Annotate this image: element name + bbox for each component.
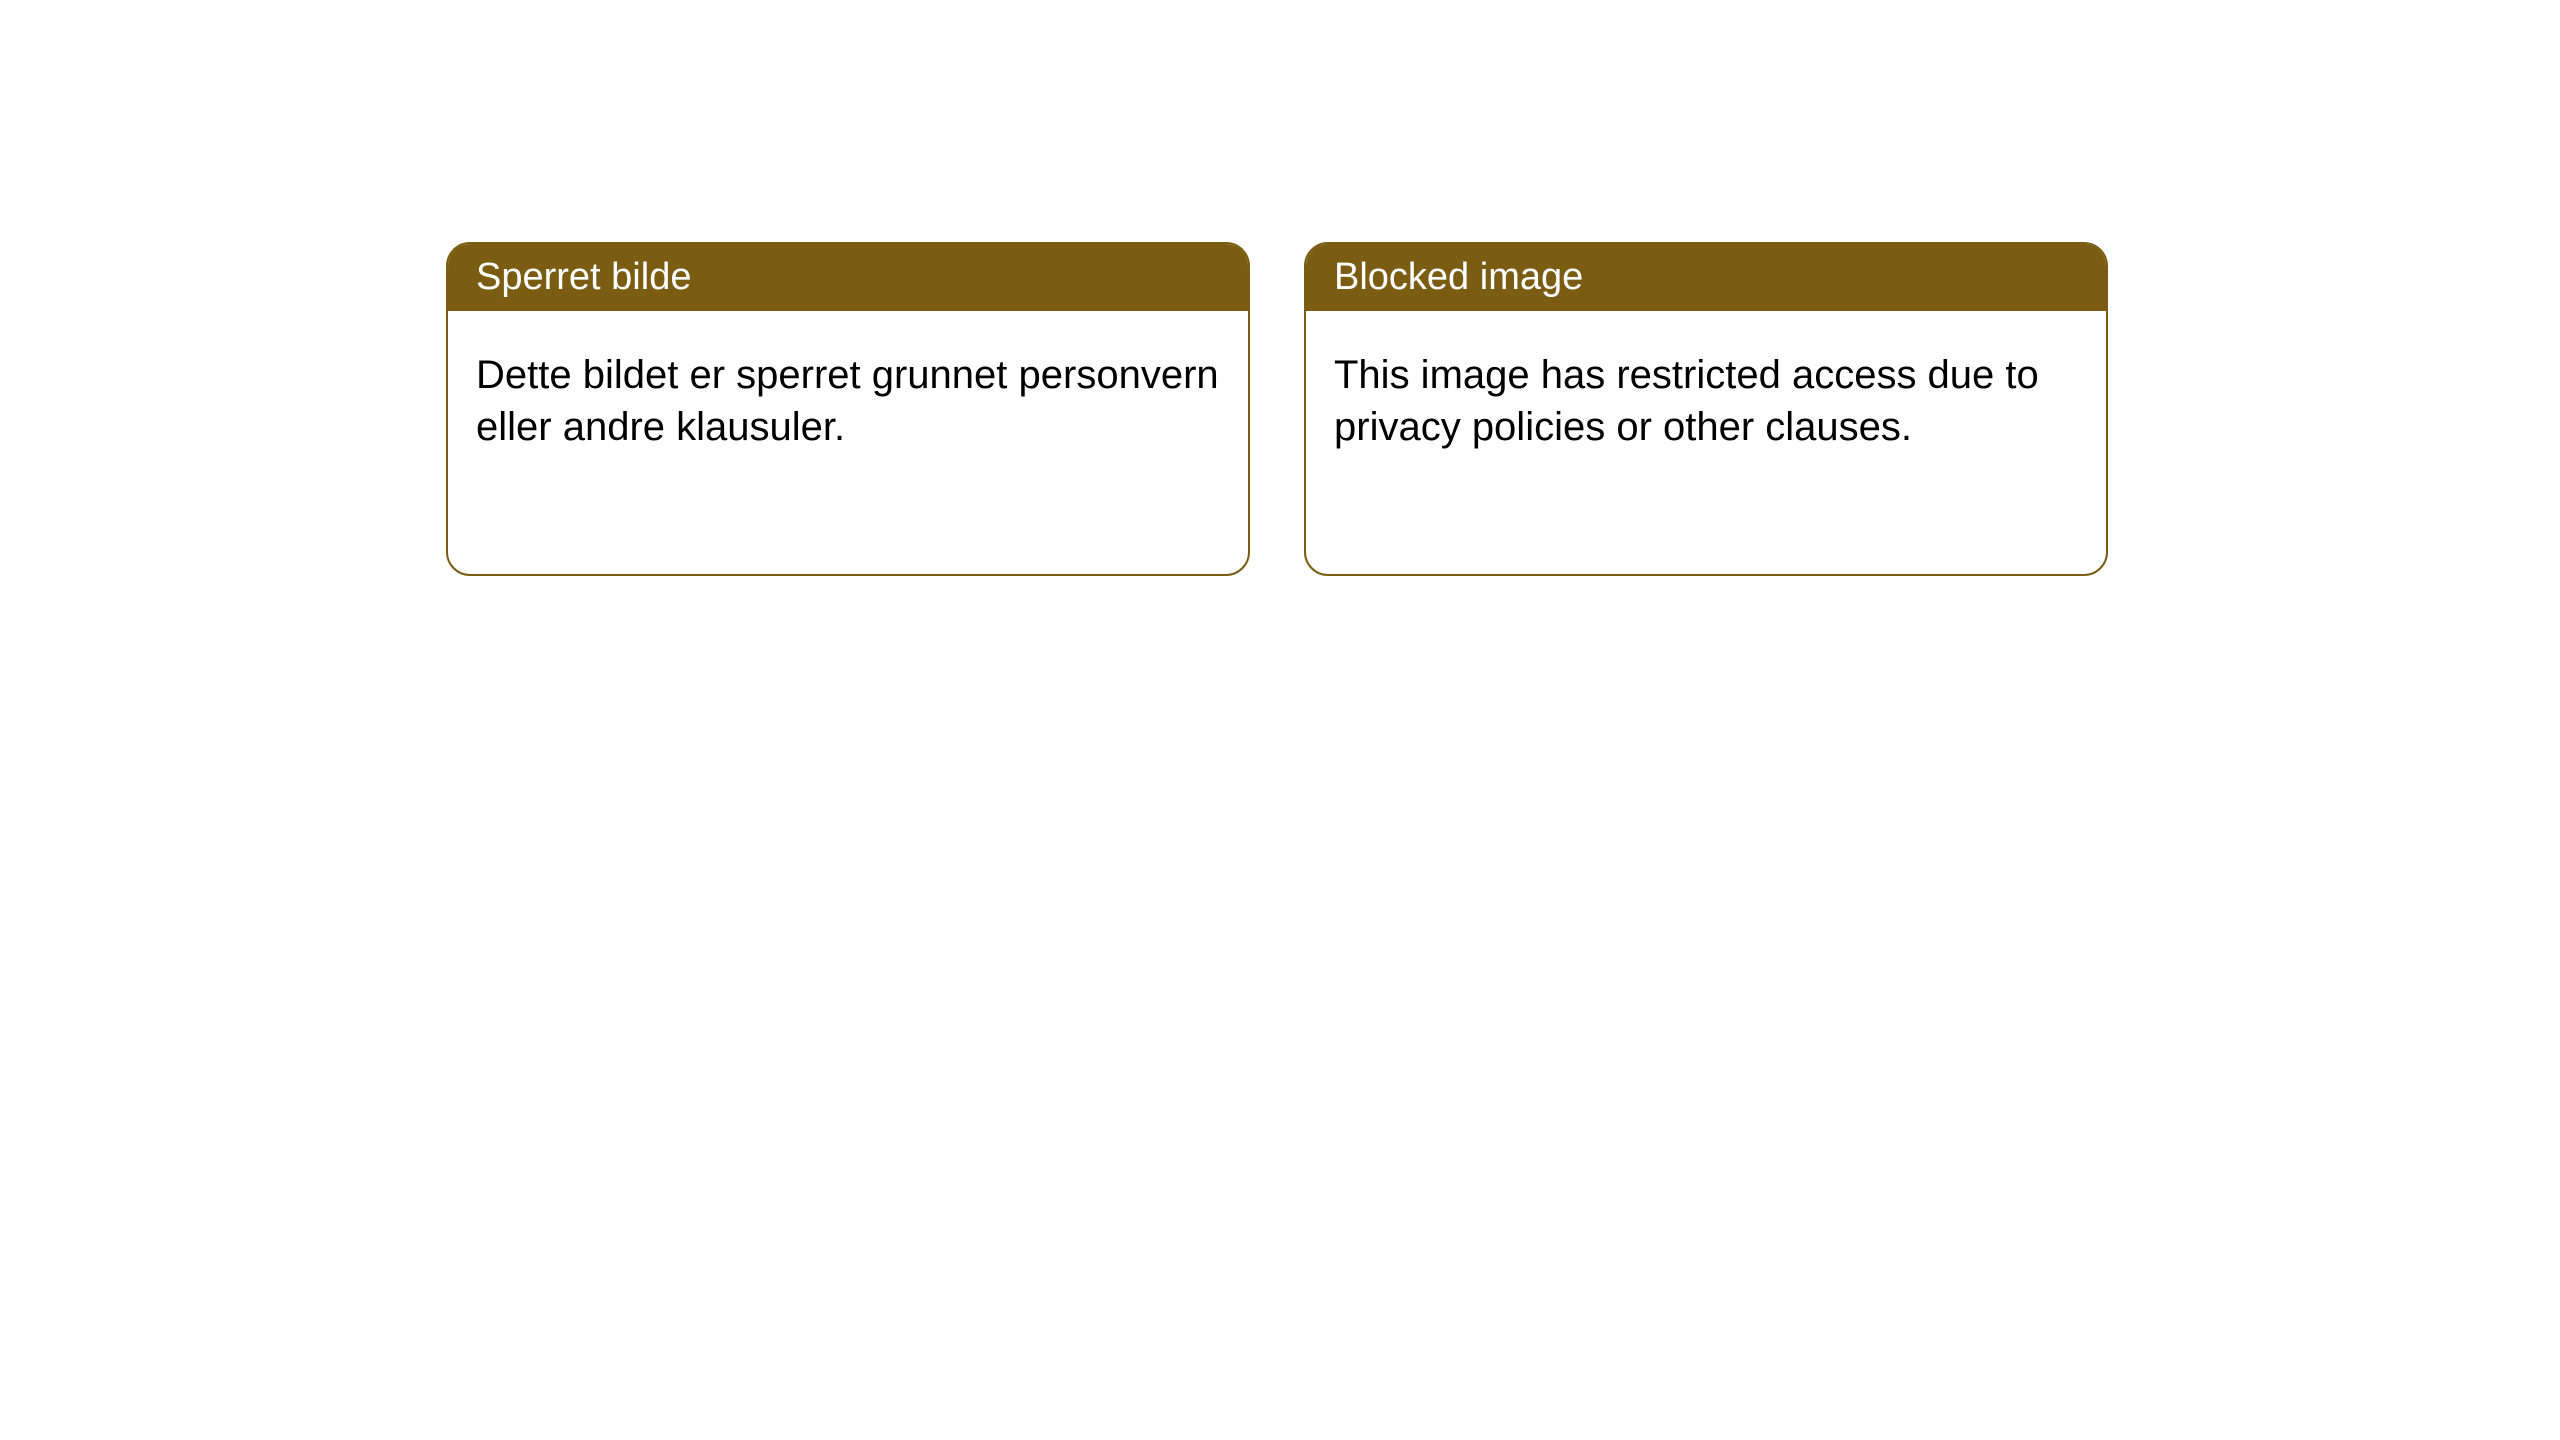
notice-card-text: This image has restricted access due to … bbox=[1334, 353, 2039, 449]
notice-card-title: Blocked image bbox=[1334, 256, 1583, 298]
notice-card-body: This image has restricted access due to … bbox=[1306, 311, 2106, 491]
notice-card-body: Dette bildet er sperret grunnet personve… bbox=[448, 311, 1248, 491]
notice-card-english: Blocked image This image has restricted … bbox=[1304, 242, 2108, 576]
notice-card-title: Sperret bilde bbox=[476, 256, 691, 298]
notice-card-norwegian: Sperret bilde Dette bildet er sperret gr… bbox=[446, 242, 1250, 576]
notice-card-text: Dette bildet er sperret grunnet personve… bbox=[476, 353, 1219, 449]
notice-card-header: Sperret bilde bbox=[448, 244, 1248, 311]
notice-cards-container: Sperret bilde Dette bildet er sperret gr… bbox=[446, 242, 2108, 576]
notice-card-header: Blocked image bbox=[1306, 244, 2106, 311]
